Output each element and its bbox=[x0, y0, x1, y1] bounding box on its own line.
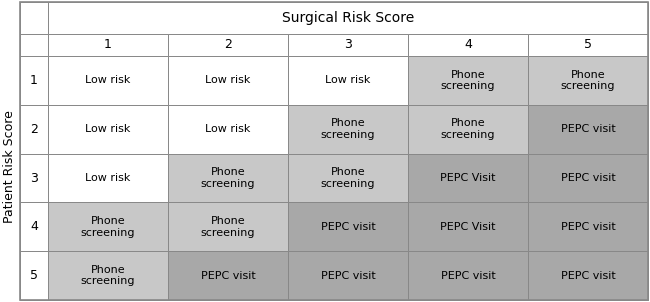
Bar bbox=[20, 251, 48, 300]
Bar bbox=[168, 34, 288, 56]
Bar bbox=[408, 34, 528, 56]
Text: Phone
screening: Phone screening bbox=[320, 167, 375, 189]
Bar bbox=[48, 251, 168, 300]
Bar bbox=[48, 154, 168, 202]
Text: 3: 3 bbox=[344, 38, 352, 52]
Text: 4: 4 bbox=[464, 38, 472, 52]
Text: Phone
screening: Phone screening bbox=[81, 216, 135, 238]
Bar bbox=[48, 56, 168, 105]
Text: PEPC visit: PEPC visit bbox=[560, 271, 616, 281]
Bar bbox=[408, 154, 528, 202]
Bar bbox=[408, 105, 528, 154]
Text: 1: 1 bbox=[30, 74, 38, 87]
Bar bbox=[168, 56, 288, 105]
Bar bbox=[408, 56, 528, 105]
Bar bbox=[528, 154, 648, 202]
Text: Patient Risk Score: Patient Risk Score bbox=[3, 111, 16, 223]
Text: PEPC Visit: PEPC Visit bbox=[440, 222, 496, 232]
Text: PEPC visit: PEPC visit bbox=[560, 173, 616, 183]
Text: PEPC visit: PEPC visit bbox=[441, 271, 495, 281]
Bar bbox=[48, 2, 648, 34]
Text: Low risk: Low risk bbox=[85, 76, 131, 85]
Text: Low risk: Low risk bbox=[85, 124, 131, 134]
Bar bbox=[528, 202, 648, 251]
Bar bbox=[20, 105, 48, 154]
Text: Phone
screening: Phone screening bbox=[201, 216, 255, 238]
Bar bbox=[288, 56, 408, 105]
Bar bbox=[20, 154, 48, 202]
Text: 4: 4 bbox=[30, 220, 38, 233]
Text: 5: 5 bbox=[584, 38, 592, 52]
Text: Phone
screening: Phone screening bbox=[201, 167, 255, 189]
Bar bbox=[408, 202, 528, 251]
Text: 2: 2 bbox=[224, 38, 232, 52]
Bar bbox=[20, 2, 48, 34]
Bar bbox=[48, 34, 168, 56]
Bar bbox=[20, 202, 48, 251]
Text: Low risk: Low risk bbox=[325, 76, 370, 85]
Bar bbox=[288, 105, 408, 154]
Text: PEPC visit: PEPC visit bbox=[560, 124, 616, 134]
Text: Surgical Risk Score: Surgical Risk Score bbox=[282, 11, 414, 25]
Bar bbox=[168, 105, 288, 154]
Text: Phone
screening: Phone screening bbox=[81, 265, 135, 286]
Text: 5: 5 bbox=[30, 269, 38, 282]
Text: PEPC Visit: PEPC Visit bbox=[440, 173, 496, 183]
Bar bbox=[528, 56, 648, 105]
Text: PEPC visit: PEPC visit bbox=[320, 222, 376, 232]
Text: Phone
screening: Phone screening bbox=[441, 118, 495, 140]
Bar bbox=[288, 154, 408, 202]
Text: 3: 3 bbox=[30, 172, 38, 185]
Text: Low risk: Low risk bbox=[85, 173, 131, 183]
Text: PEPC visit: PEPC visit bbox=[201, 271, 255, 281]
Text: Low risk: Low risk bbox=[205, 124, 251, 134]
Bar bbox=[48, 202, 168, 251]
Bar bbox=[48, 105, 168, 154]
Bar bbox=[528, 34, 648, 56]
Text: PEPC visit: PEPC visit bbox=[320, 271, 376, 281]
Text: 1: 1 bbox=[104, 38, 112, 52]
Text: Phone
screening: Phone screening bbox=[320, 118, 375, 140]
Bar bbox=[20, 34, 48, 56]
Bar bbox=[528, 105, 648, 154]
Bar bbox=[168, 154, 288, 202]
Bar bbox=[288, 34, 408, 56]
Bar bbox=[20, 56, 48, 105]
Text: 2: 2 bbox=[30, 123, 38, 136]
Bar bbox=[408, 251, 528, 300]
Text: Phone
screening: Phone screening bbox=[561, 69, 616, 91]
Text: Low risk: Low risk bbox=[205, 76, 251, 85]
Text: PEPC visit: PEPC visit bbox=[560, 222, 616, 232]
Bar bbox=[288, 251, 408, 300]
Bar bbox=[528, 251, 648, 300]
Text: Phone
screening: Phone screening bbox=[441, 69, 495, 91]
Bar bbox=[168, 251, 288, 300]
Bar bbox=[168, 202, 288, 251]
Bar bbox=[288, 202, 408, 251]
